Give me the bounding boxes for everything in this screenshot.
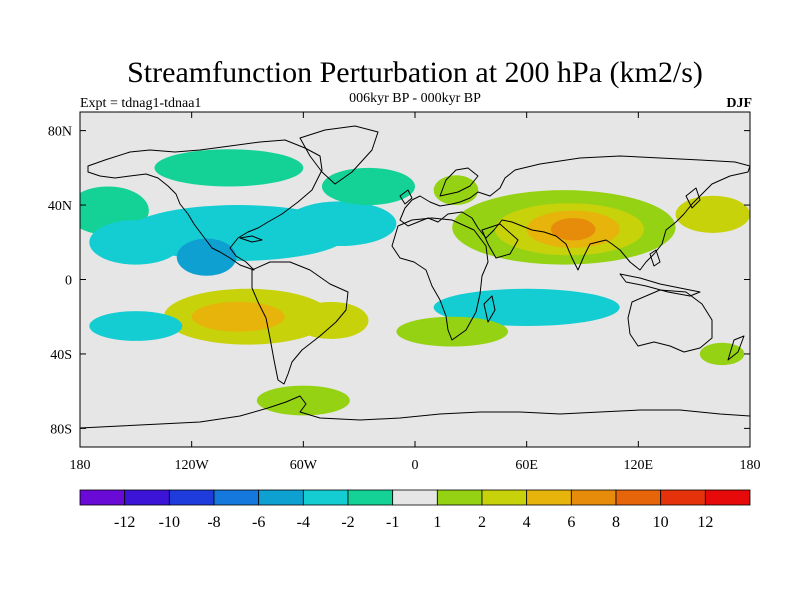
lon-tick-label: 180: [70, 458, 91, 473]
colorbar-label: 2: [478, 514, 486, 531]
contour-region-s-indian-band: [396, 316, 509, 347]
colorbar-box: [347, 489, 394, 506]
colorbar-label: 10: [653, 514, 669, 531]
colorbar-box: [124, 489, 170, 506]
lon-tick-label: 60W: [290, 458, 318, 473]
contour-region-atlantic-low: [284, 201, 397, 247]
contour-region-europe-high: [433, 175, 479, 206]
colorbar-box: [79, 489, 126, 506]
colorbar-box: [660, 489, 706, 506]
colorbar-label: 4: [523, 514, 531, 531]
colorbar-box: [168, 489, 215, 506]
colorbar-box: [258, 489, 304, 506]
colorbar-box: [392, 489, 438, 506]
contour-region-asia-high-core: [550, 218, 596, 241]
colorbar-box: [436, 489, 483, 506]
experiment-label: Expt = tdnag1-tdnaa1: [80, 96, 201, 111]
colorbar: -12 -10 -8 -6 -4 -2 -1 1 2 4 6 8 10 12: [79, 489, 751, 531]
lon-tick-label: 60E: [515, 458, 538, 473]
colorbar-box: [615, 489, 662, 506]
lon-tick-label: 120E: [624, 458, 654, 473]
contour-fills: [80, 149, 750, 416]
contour-region-australia-high: [699, 342, 745, 366]
contour-region-n-pacific-east: [675, 195, 750, 233]
lat-tick-label: 0: [65, 274, 72, 289]
contour-region-arctic-canada: [154, 149, 304, 187]
colorbar-label: -10: [159, 514, 180, 531]
lat-tick-label: 80N: [48, 125, 72, 140]
colorbar-label: -4: [297, 514, 310, 531]
colorbar-box: [481, 489, 528, 506]
colorbar-label: 12: [697, 514, 713, 531]
lon-tick-label: 120W: [175, 458, 210, 473]
contour-region-s-pacific-low: [89, 311, 183, 341]
lat-tick-label: 40N: [48, 199, 72, 214]
colorbar-label: -1: [386, 514, 399, 531]
colorbar-box: [570, 489, 617, 506]
contour-region-s-pacific-core: [191, 301, 285, 332]
contour-region-indian-ocean-low: [433, 288, 620, 327]
colorbar-label: -8: [207, 514, 220, 531]
lat-tick-label: 80S: [50, 422, 72, 437]
colorbar-label: -6: [252, 514, 265, 531]
colorbar-box: [302, 489, 349, 506]
contour-region-e-pacific-core: [176, 238, 237, 276]
map-panel: 180 120W 60W 0 60E 120E 180 80N 40N 0 40S 80S: [48, 111, 761, 473]
coastlines: [80, 125, 750, 429]
lat-tick-label: 40S: [50, 348, 72, 363]
colorbar-label: 8: [612, 514, 620, 531]
figure-subtitle: 006kyr BP - 000kyr BP: [349, 91, 481, 106]
colorbar-label: 1: [433, 514, 441, 531]
colorbar-box: [526, 489, 572, 506]
colorbar-label: -12: [114, 514, 135, 531]
figure-title: Streamfunction Perturbation at 200 hPa (…: [127, 56, 703, 89]
colorbar-box: [704, 489, 751, 506]
contour-region-s-atlantic-high: [294, 301, 369, 340]
axis-ticks: 180 120W 60W 0 60E 120E 180 80N 40N 0 40S 80S: [48, 112, 761, 473]
colorbar-label: -2: [341, 514, 354, 531]
season-label: DJF: [726, 96, 752, 111]
colorbar-box: [213, 489, 260, 506]
colorbar-label: 6: [567, 514, 575, 531]
lon-tick-label: 180: [740, 458, 761, 473]
contour-region-n-atlantic: [321, 167, 415, 206]
lon-tick-label: 0: [412, 458, 419, 473]
